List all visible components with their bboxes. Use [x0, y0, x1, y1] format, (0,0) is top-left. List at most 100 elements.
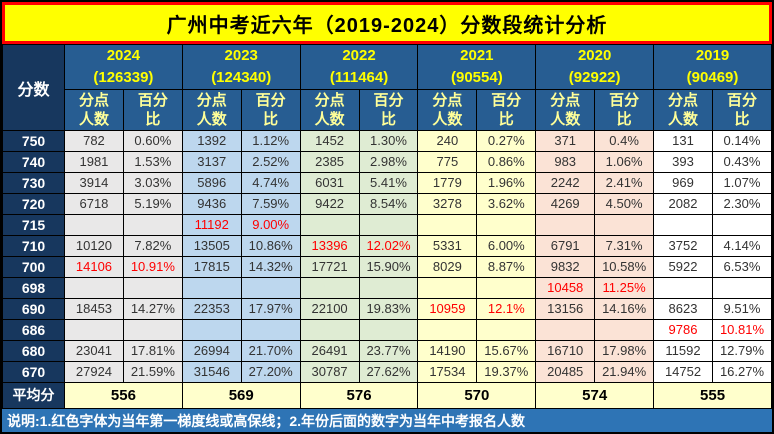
- table-cell: 2.41%: [594, 172, 655, 194]
- table-cell: [181, 319, 242, 341]
- score-label: 700: [2, 256, 65, 278]
- table-cell: 4.74%: [240, 172, 301, 194]
- table-row-715: 715 11192 9.00%: [2, 214, 773, 236]
- table-cell: 9832: [535, 256, 596, 278]
- table-cell: 782: [64, 130, 124, 152]
- table-cell: 1.06%: [594, 151, 655, 173]
- table-cell: 26491: [299, 340, 360, 362]
- score-label: 730: [2, 172, 65, 194]
- table-cell: 13505: [181, 235, 242, 257]
- table-cell: 3914: [64, 172, 124, 194]
- year-label: 2024: [106, 47, 141, 65]
- table-cell: 3278: [417, 193, 478, 215]
- table-cell: 1.96%: [476, 172, 537, 194]
- table-cell: 6031: [299, 172, 360, 194]
- table-row-690: 690 18453 14.27% 22353 17.97% 22100 19.83% 1095…: [2, 298, 773, 320]
- table-cell: 4.50%: [594, 193, 655, 215]
- table-cell: [711, 277, 773, 299]
- table-cell: 6718: [64, 193, 124, 215]
- table-cell: 983: [535, 151, 596, 173]
- table-cell: [535, 319, 596, 341]
- table-cell: 14.16%: [594, 298, 655, 320]
- table-cell: [358, 277, 419, 299]
- table-cell: 31546: [181, 361, 242, 383]
- table-cell: 1981: [64, 151, 124, 173]
- score-label: 670: [2, 361, 65, 383]
- table-cell: 9422: [299, 193, 360, 215]
- table-cell: 5331: [417, 235, 478, 257]
- table-cell: [358, 214, 419, 236]
- table-cell: 21.94%: [594, 361, 655, 383]
- table-cell: [417, 319, 478, 341]
- table-cell: 8623: [653, 298, 713, 320]
- table-cell: [358, 319, 419, 341]
- table-cell: 2242: [535, 172, 596, 194]
- table-row-700: 700 14106 10.91% 17815 14.32% 17721 15.90% 8029…: [2, 256, 773, 278]
- table-cell: [122, 277, 183, 299]
- table-cell: 14106: [64, 256, 124, 278]
- average-row: 平均分 556 569 576 570 574 555: [2, 382, 772, 409]
- subheader-percent: 百分 比: [476, 89, 537, 131]
- score-label: 750: [2, 130, 65, 152]
- table-row-720: 720 6718 5.19% 9436 7.59% 9422 8.54% 3278 3.62% 4…: [2, 193, 773, 215]
- page-title: 广州中考近六年（2019-2024）分数段统计分析: [2, 2, 772, 44]
- table-cell: 10.86%: [240, 235, 301, 257]
- year-header-2019: 2019 (90469): [653, 44, 772, 90]
- table-cell: [711, 214, 773, 236]
- table-cell: 20485: [535, 361, 596, 383]
- table-cell: 393: [653, 151, 713, 173]
- subheader-percent: 百分 比: [358, 89, 419, 131]
- table-cell: 5922: [653, 256, 713, 278]
- table-cell: 11192: [181, 214, 242, 236]
- table-cell: 1.07%: [711, 172, 773, 194]
- table-cell: 4269: [535, 193, 596, 215]
- subheader-percent: 百分 比: [122, 89, 183, 131]
- table-cell: 11.25%: [594, 277, 655, 299]
- table-cell: 3752: [653, 235, 713, 257]
- table-cell: [594, 214, 655, 236]
- table-cell: [535, 214, 596, 236]
- table-cell: 0.86%: [476, 151, 537, 173]
- table-cell: 5.19%: [122, 193, 183, 215]
- table-cell: 14.32%: [240, 256, 301, 278]
- table-cell: 16710: [535, 340, 596, 362]
- table-cell: 17534: [417, 361, 478, 383]
- table-cell: 7.59%: [240, 193, 301, 215]
- table-cell: 5896: [181, 172, 242, 194]
- year-candidate-count: (92922): [568, 69, 621, 86]
- year-label: 2021: [460, 47, 494, 65]
- subheader-percent: 百分 比: [594, 89, 655, 131]
- score-label: 698: [2, 277, 65, 299]
- table-cell: 240: [417, 130, 478, 152]
- table-cell: 131: [653, 130, 713, 152]
- table-cell: 3137: [181, 151, 242, 173]
- score-label: 690: [2, 298, 65, 320]
- table-cell: 9.00%: [240, 214, 301, 236]
- table-cell: 21.59%: [122, 361, 183, 383]
- subheader-count: 分点 人数: [181, 89, 242, 131]
- table-cell: 4.14%: [711, 235, 773, 257]
- table-cell: 7.82%: [122, 235, 183, 257]
- table-cell: 22353: [181, 298, 242, 320]
- table-cell: [122, 319, 183, 341]
- year-header-2024: 2024 (126339): [64, 44, 183, 90]
- year-candidate-count: (111464): [329, 69, 389, 86]
- score-label: 720: [2, 193, 65, 215]
- table-cell: 11592: [653, 340, 713, 362]
- table-cell: 0.43%: [711, 151, 773, 173]
- table-cell: 0.27%: [476, 130, 537, 152]
- average-value: 569: [181, 382, 301, 409]
- subheader-count: 分点 人数: [64, 89, 124, 131]
- table-cell: [122, 214, 183, 236]
- table-cell: 2082: [653, 193, 713, 215]
- table-row-750: 750 782 0.60% 1392 1.12% 1452 1.30% 240 0.27% 371…: [2, 130, 773, 152]
- table-cell: 0.4%: [594, 130, 655, 152]
- table-cell: 10.81%: [711, 319, 773, 341]
- table-cell: 18453: [64, 298, 124, 320]
- table-cell: 10959: [417, 298, 478, 320]
- table-cell: 27.62%: [358, 361, 419, 383]
- table-row-710: 710 10120 7.82% 13505 10.86% 13396 12.02% 5331 6…: [2, 235, 773, 257]
- table-cell: 1452: [299, 130, 360, 152]
- table-row-698: 698 10458 11.25%: [2, 277, 773, 299]
- subheader-percent: 百分 比: [240, 89, 301, 131]
